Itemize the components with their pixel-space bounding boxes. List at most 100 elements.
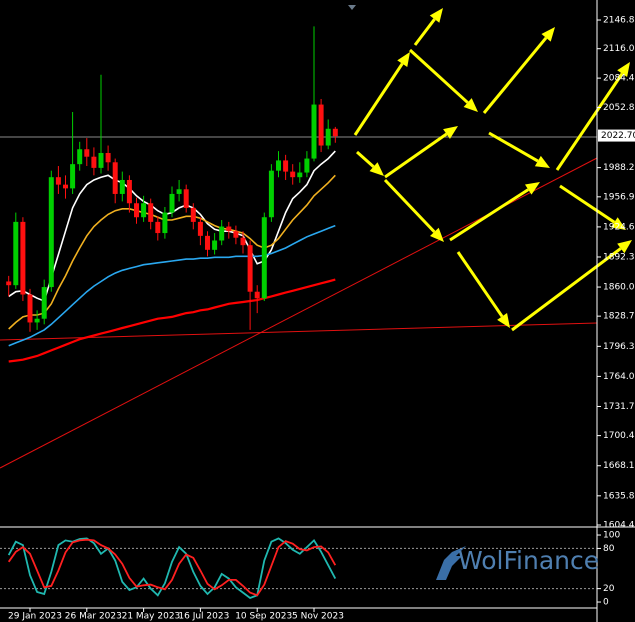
oscillator-line — [7, 538, 337, 597]
arrow-shaft — [383, 178, 436, 233]
candle-body — [219, 226, 225, 241]
y-tick-label: 1988.25 — [603, 163, 635, 173]
y-tick-label: 1731.75 — [603, 402, 635, 412]
oscillator-line — [7, 537, 337, 600]
y-tick-label: 2116.00 — [603, 44, 635, 54]
candle-body — [112, 162, 118, 194]
x-tick-label: 21 May 2023 — [122, 612, 181, 622]
y-tick-label: 2052.85 — [603, 103, 635, 113]
arrow-head — [541, 27, 555, 42]
arrow-shaft — [559, 184, 616, 224]
candle-body — [63, 184, 68, 189]
candle-body — [276, 160, 281, 171]
candle-body — [91, 156, 97, 168]
y-tick-label: 1700.45 — [603, 431, 635, 441]
candle-body — [77, 149, 83, 165]
candle-body — [233, 231, 239, 238]
arrow-head — [617, 240, 632, 254]
candle-body — [48, 177, 54, 288]
arrow-shaft — [482, 36, 548, 114]
candle-body — [197, 221, 203, 236]
candle-body — [325, 128, 331, 146]
candle-body — [290, 171, 296, 178]
arrow-head — [429, 8, 443, 23]
candle-body — [27, 294, 33, 323]
arrow-head — [534, 155, 550, 168]
x-tick-label: 5 Nov 2023 — [292, 612, 344, 622]
x-tick-label: 10 Sep 2023 — [235, 612, 292, 622]
y-tick-label: 1924.60 — [603, 222, 635, 232]
candle-body — [318, 104, 324, 146]
arrow-shaft — [449, 188, 530, 242]
candle-body — [261, 217, 267, 299]
watermark-logo — [436, 546, 466, 580]
arrow-head — [430, 227, 444, 242]
candle-body — [311, 104, 317, 159]
arrow-shaft — [353, 62, 404, 136]
x-tick-label: 29 Jan 2023 — [8, 612, 62, 622]
osc-tick-label: 100 — [603, 531, 620, 541]
candle-body — [169, 193, 175, 213]
candle-body — [141, 203, 147, 218]
candle-body — [98, 152, 104, 168]
candle-body — [268, 170, 274, 218]
arrows — [353, 8, 632, 332]
arrow-head — [617, 62, 630, 77]
x-tick-label: 16 Jul 2023 — [178, 612, 229, 622]
arrow-shaft — [356, 150, 375, 168]
candle-body — [297, 172, 303, 178]
candle-body — [105, 152, 111, 163]
y-tick-label: 1764.05 — [603, 372, 635, 382]
y-tick-label: 2084.40 — [603, 74, 635, 84]
candle-body — [247, 245, 253, 292]
candle-body — [240, 237, 246, 246]
candle-body — [6, 281, 12, 286]
arrow-head — [524, 182, 540, 195]
candle-body — [304, 158, 310, 173]
y-tick-label: 1892.30 — [603, 252, 635, 262]
y-tick-label: 1956.90 — [603, 192, 635, 202]
candle-body — [55, 177, 61, 185]
y-tick-label: 1604.45 — [603, 521, 635, 531]
candle-body — [41, 287, 47, 319]
candle-body — [212, 240, 218, 250]
candle-body — [332, 128, 338, 137]
y-tick-label: 1635.80 — [603, 491, 635, 501]
arrow-head — [611, 217, 626, 230]
candle-body — [226, 226, 232, 232]
candle-body — [205, 235, 210, 250]
arrow-head — [497, 313, 510, 328]
candle-body — [119, 179, 125, 194]
candle-body — [84, 149, 90, 157]
candle-body — [34, 318, 40, 323]
candle-body — [155, 221, 161, 234]
candle-body — [134, 203, 139, 218]
arrow-shaft — [413, 18, 436, 46]
logo — [436, 546, 466, 580]
candle-body — [20, 221, 26, 295]
candle-body — [254, 291, 260, 299]
arrow-shaft — [488, 131, 539, 163]
candle-body — [70, 164, 76, 189]
candle-body — [176, 189, 182, 194]
osc-tick-label: 0 — [603, 598, 609, 608]
y-tick-label: 1860.00 — [603, 283, 635, 293]
arrow-shaft — [384, 132, 448, 179]
moving-average — [8, 224, 336, 347]
y-tick-label: 1668.10 — [603, 461, 635, 471]
arrow-shaft — [408, 48, 469, 104]
scroll-marker — [348, 5, 356, 10]
y-tick-label: 2146.80 — [603, 16, 635, 26]
arrow-shaft — [511, 247, 622, 332]
y-tick-label: 1828.75 — [603, 312, 635, 322]
candle-body — [126, 179, 132, 204]
arrow-head — [443, 126, 458, 139]
current-price-box — [598, 129, 635, 142]
osc-tick-label: 80 — [603, 544, 615, 554]
candle-body — [190, 207, 196, 222]
moving-average — [8, 278, 336, 363]
candle-body — [13, 221, 19, 286]
arrow-head — [463, 98, 478, 112]
